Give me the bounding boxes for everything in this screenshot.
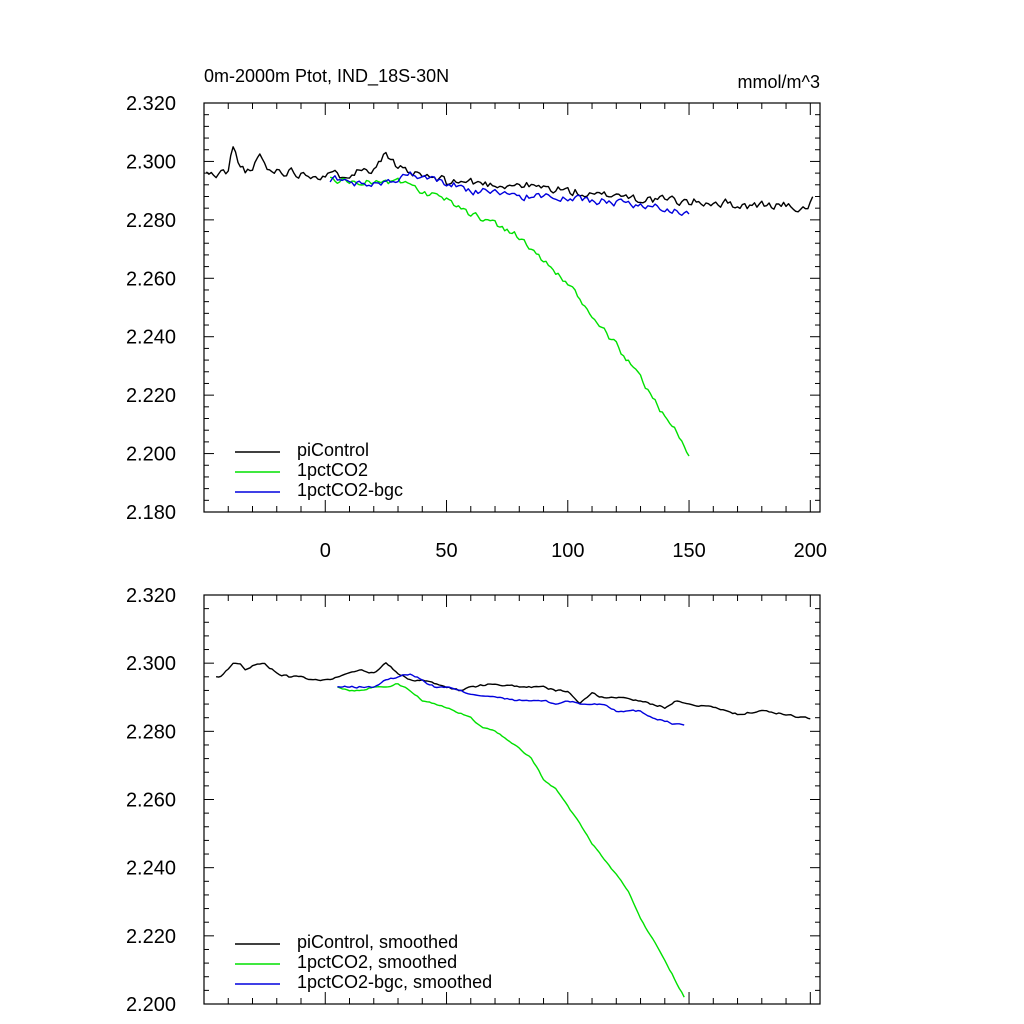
y-tick-label: 2.240 [126, 858, 176, 880]
y-tick-label: 2.220 [126, 926, 176, 948]
legend-label: piControl [297, 440, 369, 460]
y-tick-label: 2.240 [126, 327, 176, 349]
y-tick-label: 2.200 [126, 994, 176, 1016]
x-tick-label: 200 [794, 540, 827, 562]
series-line [205, 146, 814, 213]
x-tick-label: 150 [672, 540, 705, 562]
y-tick-label: 2.260 [126, 268, 176, 290]
y-tick-label: 2.320 [126, 93, 176, 115]
y-tick-label: 2.200 [126, 444, 176, 466]
figure-title: 0m-2000m Ptot, IND_18S-30N [204, 66, 449, 87]
x-tick-label: 0 [320, 540, 331, 562]
legend-label: piControl, smoothed [297, 932, 458, 952]
y-tick-label: 2.220 [126, 385, 176, 407]
series-line [337, 673, 685, 726]
y-tick-label: 2.280 [126, 210, 176, 232]
y-tick-label: 2.300 [126, 653, 176, 675]
y-tick-label: 2.260 [126, 790, 176, 812]
top-panel: 2.180 2.200 2.220 2.240 2.260 2.280 2.300 2.320… [126, 93, 827, 562]
y-tick-label: 2.300 [126, 151, 176, 173]
series-line [215, 662, 811, 720]
series-line [337, 683, 685, 998]
bottom-panel: 2.200 2.220 2.240 2.260 2.280 2.300 2.320 piCon… [126, 585, 821, 1016]
legend-label: 1pctCO2-bgc, smoothed [297, 972, 492, 992]
y-tick-label: 2.180 [126, 502, 176, 524]
series-line [329, 176, 690, 457]
x-tick-label: 50 [435, 540, 457, 562]
series-line [329, 171, 690, 217]
x-tick-label: 100 [551, 540, 584, 562]
figure-units: mmol/m^3 [738, 72, 820, 92]
legend-label: 1pctCO2, smoothed [297, 952, 457, 972]
y-tick-label: 2.320 [126, 585, 176, 607]
plot-frame [203, 102, 821, 513]
legend-label: 1pctCO2-bgc [297, 480, 403, 500]
y-tick-label: 2.280 [126, 721, 176, 743]
legend-label: 1pctCO2 [297, 460, 368, 480]
